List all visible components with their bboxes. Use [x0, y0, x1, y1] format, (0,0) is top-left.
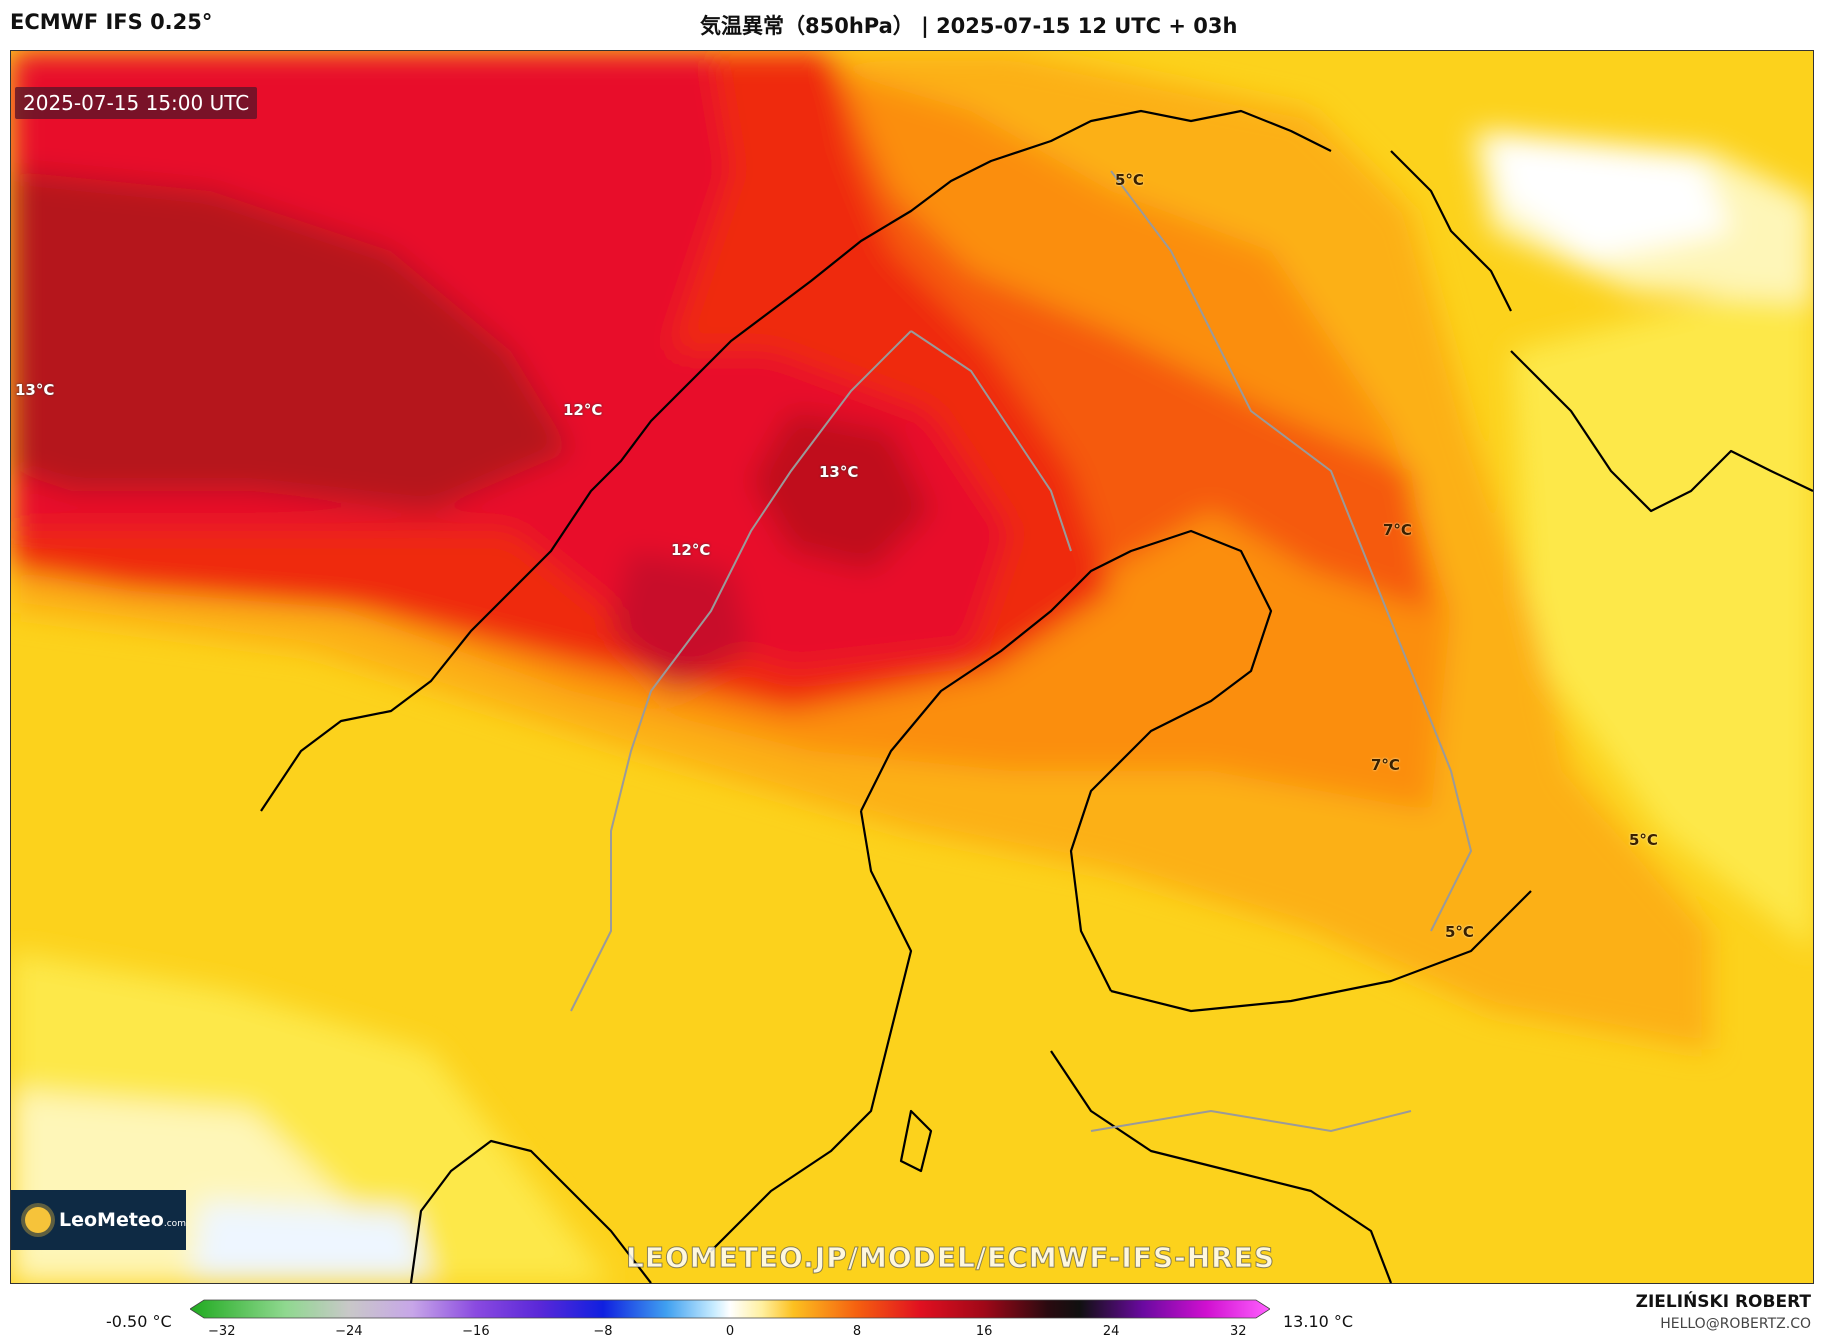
isotherm-label: 13°C	[15, 381, 55, 399]
valid-time-badge: 2025-07-15 15:00 UTC	[15, 87, 258, 119]
isotherm-label: 5°C	[1629, 831, 1658, 849]
colorbar	[190, 1299, 1270, 1319]
isotherm-label: 5°C	[1115, 171, 1144, 189]
coastline-white-sea	[1510, 350, 1813, 513]
coastline-kola	[1390, 150, 1512, 312]
border-baltic	[1090, 1109, 1412, 1133]
model-name: ECMWF IFS 0.25°	[10, 10, 213, 34]
isotherm-label: 5°C	[1445, 923, 1474, 941]
author-email: HELLO@ROBERTZ.CO	[1660, 1316, 1811, 1332]
logo-suffix: .com	[163, 1219, 186, 1229]
colorbar-tick-label: 16	[975, 1324, 993, 1339]
colorbar-min-label: -0.50 °C	[106, 1312, 172, 1331]
coastline-bothnia	[860, 529, 1273, 992]
coastline-denmark	[409, 1139, 652, 1283]
coastline-finland-gulf	[1110, 890, 1532, 1013]
leometeo-logo[interactable]: LeoMeteo.com	[11, 1190, 186, 1250]
map-title: 気温異常（850hPa） | 2025-07-15 12 UTC + 03h	[700, 14, 1238, 38]
sun-icon	[25, 1207, 51, 1233]
coastline-baltic-states	[1050, 1050, 1393, 1283]
isotherm-label: 7°C	[1371, 756, 1400, 774]
colorbar-tick-label: −32	[208, 1324, 236, 1339]
logo-name: LeoMeteo	[59, 1209, 164, 1231]
coastline-sweden-baltic	[710, 810, 913, 1252]
isotherm-label: 12°C	[671, 541, 711, 559]
colorbar-tick-label: 24	[1102, 1324, 1120, 1339]
fill-anomaly-13	[751, 411, 931, 571]
colorbar-max-label: 13.10 °C	[1283, 1312, 1354, 1331]
colorbar-tick-label: −24	[335, 1324, 363, 1339]
border-sweden-finland	[910, 330, 1072, 552]
fill-anomaly-13	[611, 551, 751, 691]
source-watermark: LEOMETEO.JP/MODEL/ECMWF-IFS-HRES	[625, 1241, 1276, 1275]
fill-near-zero	[1491, 131, 1731, 261]
fill-near-zero	[191, 1201, 431, 1283]
fill-anomaly-1	[1511, 251, 1813, 951]
border-finland-russia	[1110, 170, 1473, 932]
map-canvas[interactable]: 2025-07-15 15:00 UTC 13°C 12°C 13°C 12°C…	[10, 50, 1814, 1284]
coastline-gotland	[899, 1109, 933, 1173]
colorbar-tick-label: −8	[593, 1324, 613, 1339]
colorbar-tick-label: 0	[725, 1324, 735, 1339]
fill-anomaly-13	[11, 171, 571, 511]
anomaly-map	[11, 51, 1813, 1283]
coastline-norway	[260, 109, 1332, 812]
colorbar-tick-label: −16	[462, 1324, 490, 1339]
author-credit: ZIELIŃSKI ROBERT HELLO@ROBERTZ.CO	[1636, 1292, 1811, 1332]
isotherm-label: 7°C	[1383, 521, 1412, 539]
author-name: ZIELIŃSKI ROBERT	[1635, 1292, 1811, 1312]
colorbar-tick-label: 8	[852, 1324, 862, 1339]
colorbar-gradient	[190, 1299, 1270, 1319]
border-norway-sweden	[570, 330, 912, 1012]
colorbar-tick-label: 32	[1229, 1324, 1247, 1339]
isotherm-label: 12°C	[563, 401, 603, 419]
isotherm-label: 13°C	[819, 463, 859, 481]
